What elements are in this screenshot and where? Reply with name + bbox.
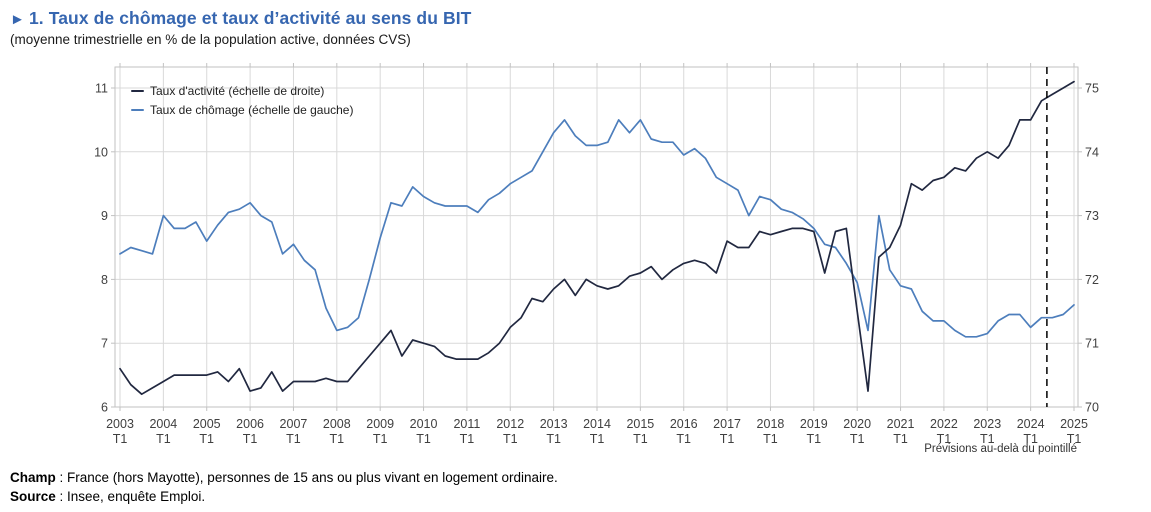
page-title: ► 1. Taux de chômage et taux d’activité a… [10,8,471,29]
right-axis-tick-label: 74 [1085,145,1099,159]
x-axis-quarter-label: T1 [676,432,691,446]
x-axis-year-label: 2009 [366,417,394,431]
x-axis-year-label: 2016 [670,417,698,431]
x-axis-quarter-label: T1 [893,432,908,446]
footnote-champ-label: Champ [10,470,56,485]
x-axis-year-label: 2024 [1017,417,1045,431]
x-axis-quarter-label: T1 [546,432,561,446]
left-axis-tick-label: 6 [101,401,108,415]
footnote-source-label: Source [10,489,56,504]
x-axis-quarter-label: T1 [980,432,995,446]
x-axis-year-label: 2022 [930,417,958,431]
x-axis-quarter-label: T1 [330,432,345,446]
footnote-champ-text: : France (hors Mayotte), personnes de 15… [55,470,558,485]
x-axis-year-label: 2025 [1060,417,1088,431]
unemployment-line-swatch [131,108,144,112]
chart-subtitle: (moyenne trimestrielle en % de la popula… [10,32,411,47]
right-axis-tick-label: 70 [1085,401,1099,415]
x-axis-quarter-label: T1 [503,432,518,446]
x-axis-quarter-label: T1 [807,432,822,446]
activity-line-swatch [131,89,144,93]
x-axis-quarter-label: T1 [590,432,605,446]
x-axis-year-label: 2017 [713,417,741,431]
x-axis-year-label: 2006 [236,417,264,431]
x-axis-year-label: 2003 [106,417,134,431]
legend-label-chomage: Taux de chômage (échelle de gauche) [150,103,354,117]
x-axis-year-label: 2021 [887,417,915,431]
chart-legend: Taux d'activité (échelle de droite) Taux… [131,84,353,117]
x-axis-quarter-label: T1 [373,432,388,446]
bullet-arrow-icon: ► [10,11,25,28]
x-axis-year-label: 2007 [280,417,308,431]
footnote-champ: Champ : France (hors Mayotte), personnes… [10,468,558,487]
x-axis-quarter-label: T1 [937,432,952,446]
x-axis-year-label: 2018 [757,417,785,431]
left-axis-tick-label: 8 [101,273,108,287]
x-axis-quarter-label: T1 [850,432,865,446]
x-axis-quarter-label: T1 [113,432,128,446]
x-axis-year-label: 2004 [149,417,177,431]
x-axis-quarter-label: T1 [1067,432,1082,446]
right-axis-tick-label: 73 [1085,209,1099,223]
left-axis-tick-label: 11 [95,82,108,96]
legend-label-activite: Taux d'activité (échelle de droite) [150,84,325,98]
footnote-source: Source : Insee, enquête Emploi. [10,487,558,506]
x-axis-year-label: 2008 [323,417,351,431]
x-axis-quarter-label: T1 [243,432,258,446]
footnote-source-text: : Insee, enquête Emploi. [55,489,206,504]
x-axis-year-label: 2015 [626,417,654,431]
right-axis-tick-label: 71 [1085,337,1099,351]
x-axis-quarter-label: T1 [286,432,301,446]
x-axis-year-label: 2023 [973,417,1001,431]
forecast-note: Prévisions au-delà du pointillé [924,443,1077,455]
right-axis-tick-label: 72 [1085,273,1099,287]
x-axis-quarter-label: T1 [199,432,214,446]
activity-line [119,80,1075,396]
x-axis-year-label: 2010 [410,417,438,431]
x-axis-quarter-label: T1 [460,432,475,446]
x-axis-quarter-label: T1 [156,432,171,446]
x-axis-quarter-label: T1 [720,432,735,446]
x-axis-year-label: 2005 [193,417,221,431]
x-axis-quarter-label: T1 [416,432,431,446]
x-axis-year-label: 2019 [800,417,828,431]
unemployment-line [119,119,1075,338]
x-axis-quarter-label: T1 [633,432,648,446]
legend-item-chomage: Taux de chômage (échelle de gauche) [131,103,353,117]
chart-title-text: 1. Taux de chômage et taux d’activité au… [28,8,472,28]
left-axis-tick-label: 9 [101,209,108,223]
x-axis-year-label: 2013 [540,417,568,431]
x-axis-year-label: 2011 [453,417,480,431]
x-axis-year-label: 2020 [843,417,871,431]
legend-item-activite: Taux d'activité (échelle de droite) [131,84,353,98]
left-axis-tick-label: 7 [101,337,108,351]
x-axis-quarter-label: T1 [763,432,778,446]
x-axis-year-label: 2012 [496,417,524,431]
left-axis-tick-label: 10 [94,145,108,159]
right-axis-tick-label: 75 [1085,82,1099,96]
chart-footnotes: Champ : France (hors Mayotte), personnes… [10,468,558,506]
x-axis-quarter-label: T1 [1023,432,1038,446]
x-axis-year-label: 2014 [583,417,611,431]
